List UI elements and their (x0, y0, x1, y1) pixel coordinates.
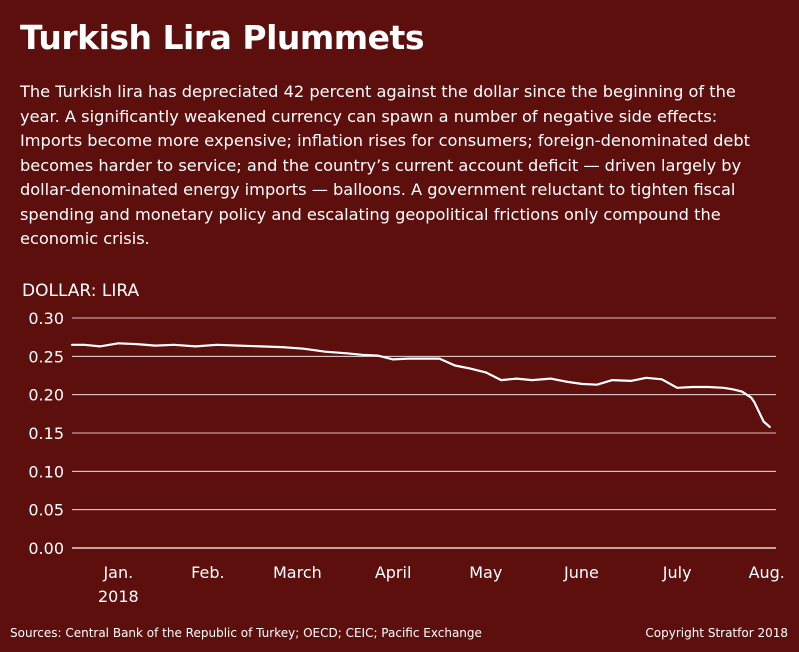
y-tick-label: 0.25 (28, 347, 64, 366)
chart-description: The Turkish lira has depreciated 42 perc… (20, 82, 750, 248)
y-tick-label: 0.15 (28, 424, 64, 443)
chart-title: Turkish Lira Plummets (20, 18, 424, 57)
copyright-note: Copyright Stratfor 2018 (645, 626, 788, 640)
sources-note: Sources: Central Bank of the Republic of… (10, 626, 482, 640)
x-tick-label: April (375, 563, 412, 582)
y-tick-label: 0.00 (28, 539, 64, 558)
lira-exchange-rate-line (70, 342, 771, 428)
y-tick-label: 0.05 (28, 501, 64, 520)
x-tick-label: July (662, 563, 692, 582)
y-tick-label: 0.10 (28, 462, 64, 481)
y-axis-label: DOLLAR: LIRA (22, 281, 140, 301)
x-tick-label: June (563, 563, 599, 582)
gridlines (72, 317, 776, 549)
y-tick-label: 0.30 (28, 309, 64, 328)
x-tick-label: Jan. (102, 563, 133, 582)
y-tick-labels: 0.30 0.25 0.20 0.15 0.10 0.05 0.00 (28, 309, 64, 558)
x-tick-label: Aug. (749, 563, 785, 582)
x-tick-label: May (469, 563, 502, 582)
x-tick-year-label: 2018 (98, 587, 139, 606)
x-tick-labels: Jan. 2018 Feb. March April May June July Aug. (98, 563, 785, 606)
y-tick-label: 0.20 (28, 386, 64, 405)
x-tick-label: March (273, 563, 322, 582)
x-tick-label: Feb. (191, 563, 224, 582)
